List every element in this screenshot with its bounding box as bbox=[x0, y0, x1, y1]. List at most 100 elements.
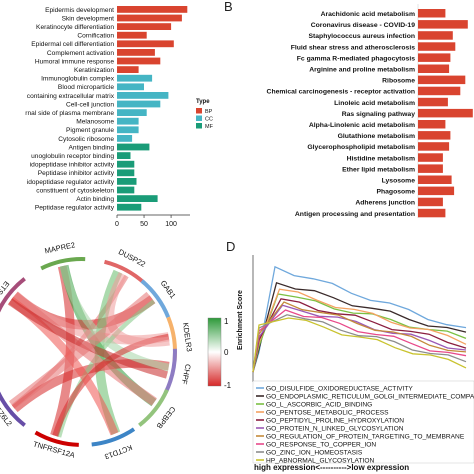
panel-b-category-label: Adherens junction bbox=[355, 200, 415, 207]
panel-a-bar bbox=[117, 75, 152, 82]
panel-b-category-label: Antigen processing and presentation bbox=[295, 211, 415, 218]
gsea-legend-label: GO_L_ASCORBIC_ACID_BINDING bbox=[266, 402, 372, 409]
panel-b-bar bbox=[418, 153, 443, 162]
legend-swatch-mf bbox=[196, 123, 202, 129]
panel-a-category-label: idopeptidase regulator activity bbox=[27, 179, 115, 186]
panel-a-bar bbox=[117, 109, 147, 116]
panel-a-category-label: Peptidase regulator activity bbox=[35, 205, 115, 212]
panel-b-kegg-bar-chart: B Arachidonic acid metabolism Coronavirus… bbox=[224, 0, 473, 218]
panel-a-category-label: Antigen binding bbox=[69, 144, 115, 151]
panel-a-bar bbox=[117, 169, 134, 176]
gsea-legend-label: GO_REGULATION_OF_PROTEIN_TARGETING_TO_ME… bbox=[266, 434, 465, 441]
panel-a-category-label: Pigment granule bbox=[66, 127, 114, 134]
panel-a-bar bbox=[117, 32, 147, 39]
panel-a-bar bbox=[117, 195, 158, 202]
panel-b-bar bbox=[418, 131, 450, 140]
panel-b-bar bbox=[418, 87, 460, 96]
panel-a-category-label: Complement activation bbox=[47, 50, 114, 57]
panel-b-bar bbox=[418, 76, 465, 85]
panel-d-y-axis-label: Enrichment Score bbox=[237, 290, 244, 350]
panel-a-category-label: Immunoglobulin complex bbox=[41, 76, 115, 83]
panel-a-category-label: Skin development bbox=[62, 15, 115, 22]
panel-b-bar bbox=[418, 198, 443, 207]
panel-a-tick-label: 100 bbox=[165, 221, 177, 228]
colorbar-min-label: -1 bbox=[224, 381, 232, 390]
panel-b-category-label: Fc gamma R-mediated phagocytosis bbox=[297, 55, 415, 62]
legend-label-cc: CC bbox=[205, 117, 213, 123]
panel-a-tick-label: 0 bbox=[115, 221, 119, 228]
panel-b-bar bbox=[418, 142, 449, 151]
chord-gene-label: MAPRE2 bbox=[44, 240, 76, 255]
gsea-legend-label: GO_ENDOPLASMIC_RETICULUM_GOLGI_INTERMEDI… bbox=[266, 394, 474, 401]
panel-b-letter: B bbox=[224, 0, 233, 14]
panel-a-bar bbox=[117, 204, 141, 211]
panel-a-category-label: Cornification bbox=[77, 33, 114, 40]
panel-b-category-label: Linoleic acid metabolism bbox=[334, 100, 415, 107]
chord-gene-label: DUSP22 bbox=[117, 247, 147, 269]
panel-a-legend: Type BPCCMF bbox=[196, 99, 214, 130]
panel-b-bar bbox=[418, 120, 445, 129]
panel-a-bar bbox=[117, 83, 144, 90]
panel-b-category-label: Lysosome bbox=[382, 178, 416, 185]
panel-a-bar bbox=[117, 101, 160, 108]
panel-a-bar bbox=[117, 66, 139, 73]
panel-a-category-label: Actin binding bbox=[76, 196, 114, 203]
panel-b-category-label: Staphylococcus aureus infection bbox=[308, 33, 415, 40]
panel-a-bar bbox=[117, 49, 155, 56]
panel-a-category-label: Blood microparticle bbox=[58, 84, 114, 91]
panel-a-category-label: Keratinization bbox=[74, 67, 114, 74]
panel-a-bar bbox=[117, 58, 160, 65]
panel-b-category-label: Arachidonic acid metabolism bbox=[321, 11, 415, 18]
panel-a-bar bbox=[117, 23, 171, 30]
panel-a-bar bbox=[117, 152, 131, 159]
panel-a-category-label: unoglobulin receptor binding bbox=[31, 153, 114, 160]
panel-a-bar bbox=[117, 92, 168, 99]
panel-a-category-label: Epidermal cell differentiation bbox=[31, 41, 114, 48]
panel-b-category-label: Coronavirus disease - COVID-19 bbox=[311, 22, 415, 29]
chord-gene-label: KCTD13 bbox=[103, 443, 133, 461]
panel-a-category-label: Melanosome bbox=[76, 119, 114, 126]
panel-b-category-label: Arginine and proline metabolism bbox=[309, 67, 415, 74]
chord-gene-label: CHPF bbox=[180, 363, 193, 385]
panel-b-category-label: Chemical carcinogenesis - receptor activ… bbox=[267, 89, 415, 96]
panel-b-category-label: Glycerophospholipid metabolism bbox=[307, 144, 415, 151]
panel-a-category-label: Humoral immune response bbox=[35, 58, 114, 65]
legend-swatch-cc bbox=[196, 116, 202, 122]
gsea-legend-label: GO_PROTEIN_N_LINKED_GLYCOSYLATION bbox=[266, 426, 404, 433]
panel-b-category-label: Histidine metabolism bbox=[347, 155, 415, 162]
gsea-legend-label: GO_ZINC_ION_HOMEOSTASIS bbox=[266, 450, 363, 457]
panel-a-category-label: Keratinocyte differentiation bbox=[36, 24, 114, 31]
panel-a-bar bbox=[117, 40, 174, 47]
gsea-legend-label: GO_DISULFIDE_OXIDOREDUCTASE_ACTIVITY bbox=[266, 386, 413, 393]
panel-a-bar bbox=[117, 118, 139, 125]
panel-a-category-label: rnal side of plasma membrane bbox=[25, 110, 114, 117]
panel-a-category-label: Cytosolic ribosome bbox=[58, 136, 114, 143]
panel-b-bar bbox=[418, 98, 448, 107]
colorbar bbox=[208, 318, 221, 386]
gsea-legend-label: GO_PEPTIDYL_PROLINE_HYDROXYLATION bbox=[266, 418, 404, 425]
panel-a-category-label: Peptidase inhibitor activity bbox=[38, 170, 115, 177]
panel-d-letter: D bbox=[226, 239, 235, 254]
panel-b-bar bbox=[418, 20, 468, 29]
legend-title: Type bbox=[196, 99, 210, 105]
panel-b-category-label: Glutathione metabolism bbox=[338, 133, 415, 140]
panel-a-bar bbox=[117, 187, 134, 194]
panel-a-category-label: containing extracellular matrix bbox=[27, 93, 115, 100]
panel-a-category-label: idopeptidase inhibitor activity bbox=[30, 162, 115, 169]
panel-a-bar bbox=[117, 144, 149, 151]
panel-a-bar bbox=[117, 135, 132, 142]
panel-b-category-label: Phagosome bbox=[376, 189, 415, 196]
panel-b-bar bbox=[418, 164, 443, 173]
panel-a-category-label: Cell-cell junction bbox=[66, 101, 114, 108]
panel-b-bar bbox=[418, 176, 452, 185]
panel-a-tick-label: 50 bbox=[140, 221, 148, 228]
legend-swatch-bp bbox=[196, 108, 202, 114]
panel-a-bar bbox=[117, 6, 187, 13]
panel-b-bar bbox=[418, 53, 450, 62]
panel-d-gsea-plot: D Enrichment Score GO_DISULFIDE_OXIDORED… bbox=[226, 239, 474, 472]
panel-a-bar bbox=[117, 178, 137, 185]
legend-label-mf: MF bbox=[205, 124, 214, 130]
panel-b-category-label: Ether lipid metabolism bbox=[342, 166, 415, 173]
panel-b-category-label: Fluid shear stress and atherosclerosis bbox=[291, 44, 416, 51]
